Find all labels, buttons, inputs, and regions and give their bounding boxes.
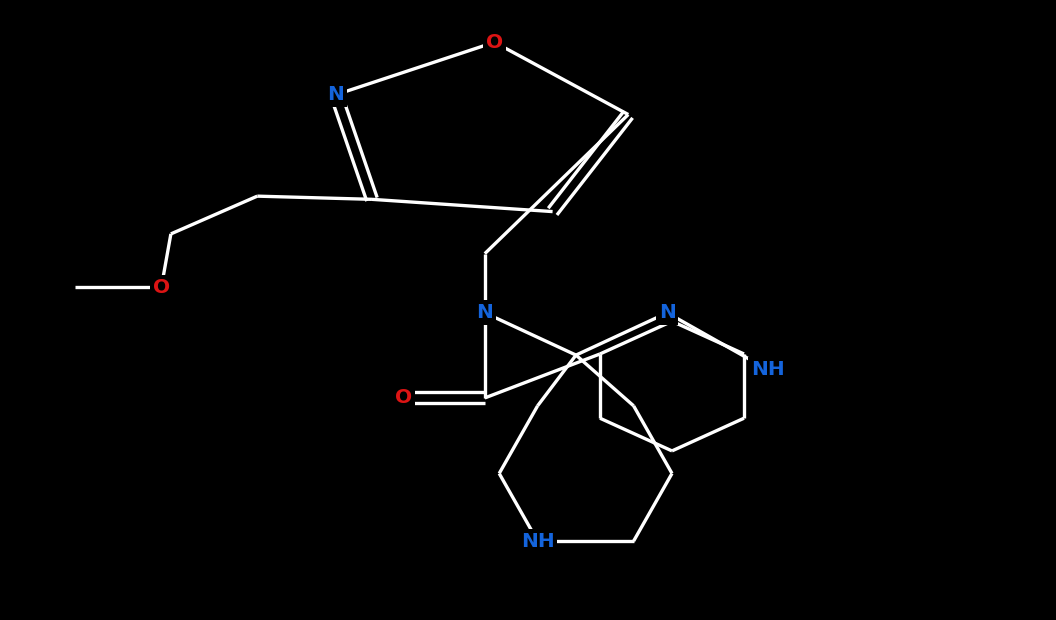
Text: O: O: [486, 33, 503, 52]
Text: N: N: [476, 303, 493, 322]
Text: NH: NH: [521, 531, 554, 551]
Text: NH: NH: [751, 360, 785, 379]
Text: O: O: [395, 388, 412, 407]
Text: N: N: [659, 303, 676, 322]
Text: N: N: [327, 85, 344, 104]
Text: O: O: [153, 278, 170, 297]
